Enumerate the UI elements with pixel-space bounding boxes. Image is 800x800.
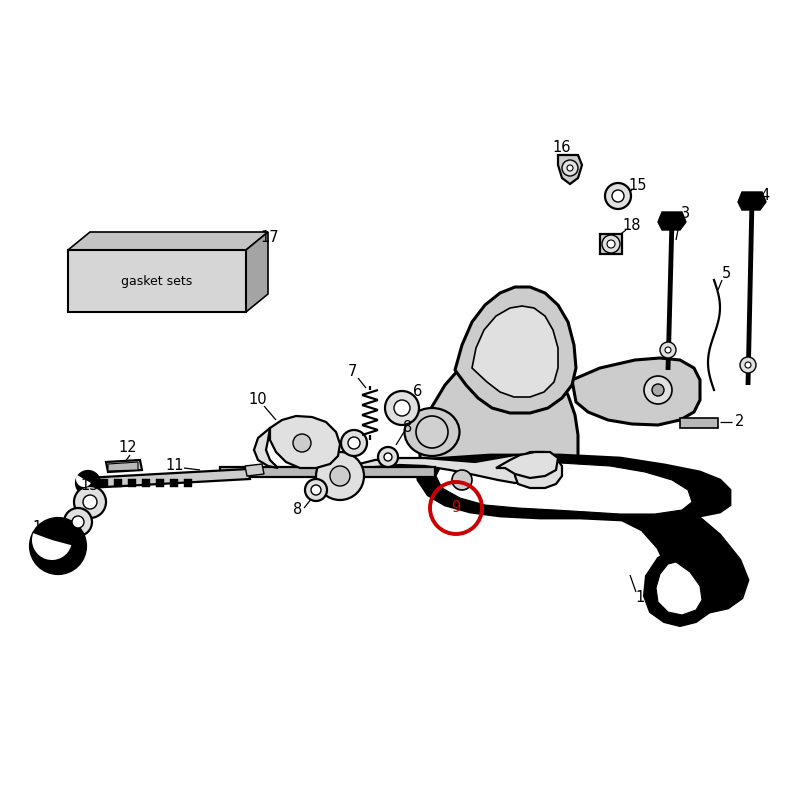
- Circle shape: [605, 183, 631, 209]
- Polygon shape: [420, 350, 578, 492]
- Circle shape: [293, 434, 311, 452]
- Circle shape: [83, 495, 97, 509]
- Polygon shape: [156, 479, 164, 487]
- Polygon shape: [85, 469, 250, 488]
- Polygon shape: [496, 452, 558, 478]
- Text: 11: 11: [166, 458, 184, 474]
- Polygon shape: [108, 462, 138, 471]
- Polygon shape: [680, 418, 718, 428]
- FancyBboxPatch shape: [68, 250, 246, 312]
- Circle shape: [416, 416, 448, 448]
- Polygon shape: [270, 416, 340, 468]
- Circle shape: [452, 470, 472, 490]
- Polygon shape: [220, 467, 435, 477]
- Circle shape: [602, 235, 620, 253]
- Polygon shape: [254, 428, 278, 468]
- Text: 2: 2: [735, 414, 745, 430]
- Polygon shape: [245, 464, 264, 476]
- Circle shape: [316, 452, 364, 500]
- Polygon shape: [100, 479, 108, 487]
- Polygon shape: [128, 479, 136, 487]
- Polygon shape: [515, 452, 562, 488]
- Circle shape: [612, 190, 624, 202]
- Circle shape: [330, 466, 350, 486]
- Circle shape: [665, 347, 671, 353]
- Polygon shape: [472, 306, 558, 397]
- Circle shape: [341, 430, 367, 456]
- Polygon shape: [184, 479, 192, 487]
- Text: 10: 10: [249, 393, 267, 407]
- Polygon shape: [68, 232, 268, 250]
- Circle shape: [64, 508, 92, 536]
- Polygon shape: [142, 479, 150, 487]
- Text: 8: 8: [403, 421, 413, 435]
- Text: 14: 14: [33, 521, 51, 535]
- Circle shape: [30, 518, 86, 574]
- Polygon shape: [600, 234, 622, 254]
- Circle shape: [384, 453, 392, 461]
- Text: 17: 17: [261, 230, 279, 246]
- Circle shape: [607, 240, 615, 248]
- Polygon shape: [644, 545, 716, 626]
- Text: 12: 12: [118, 441, 138, 455]
- Circle shape: [305, 479, 327, 501]
- Circle shape: [348, 437, 360, 449]
- Wedge shape: [76, 475, 91, 487]
- Circle shape: [660, 342, 676, 358]
- Text: 16: 16: [553, 141, 571, 155]
- Text: 8: 8: [294, 502, 302, 518]
- Circle shape: [745, 362, 751, 368]
- Circle shape: [76, 471, 100, 495]
- Polygon shape: [572, 358, 700, 425]
- Circle shape: [311, 485, 321, 495]
- Text: 18: 18: [622, 218, 642, 234]
- Text: 3: 3: [682, 206, 690, 222]
- Text: 15: 15: [629, 178, 647, 193]
- Polygon shape: [340, 455, 542, 483]
- Text: 4: 4: [760, 189, 770, 203]
- Polygon shape: [170, 479, 178, 487]
- Circle shape: [74, 486, 106, 518]
- Polygon shape: [658, 212, 686, 230]
- Circle shape: [385, 391, 419, 425]
- Polygon shape: [558, 155, 582, 184]
- Text: 5: 5: [722, 266, 730, 282]
- Polygon shape: [114, 479, 122, 487]
- Circle shape: [562, 160, 578, 176]
- Circle shape: [567, 165, 573, 171]
- Polygon shape: [436, 463, 692, 514]
- Polygon shape: [246, 232, 268, 312]
- Circle shape: [394, 400, 410, 416]
- Text: 1: 1: [635, 590, 645, 606]
- Circle shape: [72, 516, 84, 528]
- Text: 13: 13: [81, 478, 99, 494]
- Polygon shape: [106, 460, 142, 472]
- Polygon shape: [738, 192, 766, 210]
- Text: gasket sets: gasket sets: [122, 274, 193, 287]
- Text: 9: 9: [451, 501, 461, 515]
- Wedge shape: [32, 533, 71, 560]
- Text: 6: 6: [414, 385, 422, 399]
- Circle shape: [644, 376, 672, 404]
- Circle shape: [378, 447, 398, 467]
- Polygon shape: [455, 287, 576, 413]
- Polygon shape: [656, 562, 702, 615]
- Polygon shape: [415, 455, 748, 612]
- Text: 7: 7: [347, 365, 357, 379]
- Ellipse shape: [405, 408, 459, 456]
- Circle shape: [652, 384, 664, 396]
- Circle shape: [740, 357, 756, 373]
